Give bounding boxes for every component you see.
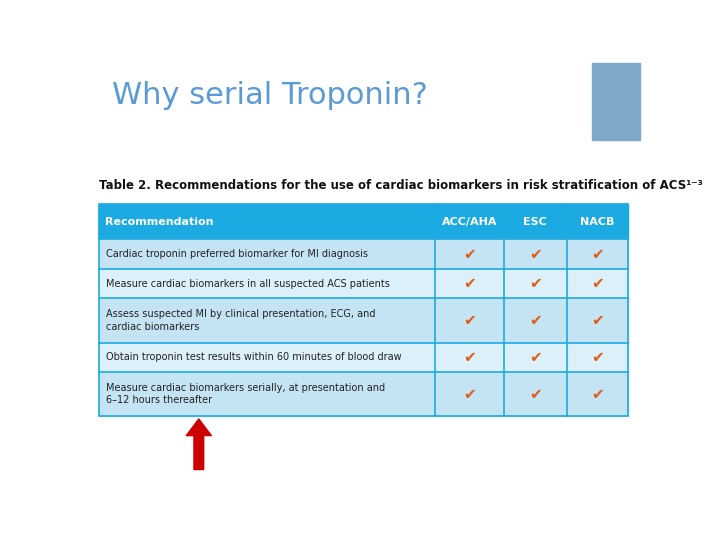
Text: ✔: ✔ — [591, 313, 604, 328]
Text: ✔: ✔ — [591, 387, 604, 402]
Text: Recommendation: Recommendation — [105, 217, 214, 227]
Bar — [99, 372, 629, 416]
Text: Why serial Troponin?: Why serial Troponin? — [112, 82, 428, 111]
Text: ✔: ✔ — [529, 350, 541, 364]
Text: ACC/AHA: ACC/AHA — [442, 217, 498, 227]
Text: Obtain troponin test results within 60 minutes of blood draw: Obtain troponin test results within 60 m… — [106, 352, 402, 362]
Text: ✔: ✔ — [464, 350, 476, 364]
Text: ✔: ✔ — [464, 313, 476, 328]
Text: ✔: ✔ — [464, 276, 476, 291]
Bar — [99, 342, 629, 372]
Text: ESC: ESC — [523, 217, 547, 227]
Text: ✔: ✔ — [529, 387, 541, 402]
Text: Assess suspected MI by clinical presentation, ECG, and
cardiac biomarkers: Assess suspected MI by clinical presenta… — [106, 309, 376, 332]
Text: ✔: ✔ — [529, 313, 541, 328]
Bar — [99, 298, 629, 342]
Bar — [593, 63, 639, 140]
Text: ✔: ✔ — [529, 276, 541, 291]
Text: Table 2. Recommendations for the use of cardiac biomarkers in risk stratificatio: Table 2. Recommendations for the use of … — [99, 179, 703, 192]
Text: NACB: NACB — [580, 217, 615, 227]
Text: Cardiac troponin preferred biomarker for MI diagnosis: Cardiac troponin preferred biomarker for… — [106, 249, 368, 259]
Bar — [99, 239, 629, 269]
Text: ✔: ✔ — [529, 247, 541, 262]
Text: ✔: ✔ — [464, 247, 476, 262]
Text: Measure cardiac biomarkers in all suspected ACS patients: Measure cardiac biomarkers in all suspec… — [106, 279, 390, 288]
Bar — [99, 269, 629, 298]
Bar — [99, 204, 629, 239]
Text: ✔: ✔ — [591, 350, 604, 364]
Text: ✔: ✔ — [464, 387, 476, 402]
Text: Measure cardiac biomarkers serially, at presentation and
6–12 hours thereafter: Measure cardiac biomarkers serially, at … — [106, 383, 385, 406]
Text: ✔: ✔ — [591, 276, 604, 291]
Bar — [99, 204, 629, 416]
FancyArrowPatch shape — [186, 419, 211, 469]
Text: ✔: ✔ — [591, 247, 604, 262]
